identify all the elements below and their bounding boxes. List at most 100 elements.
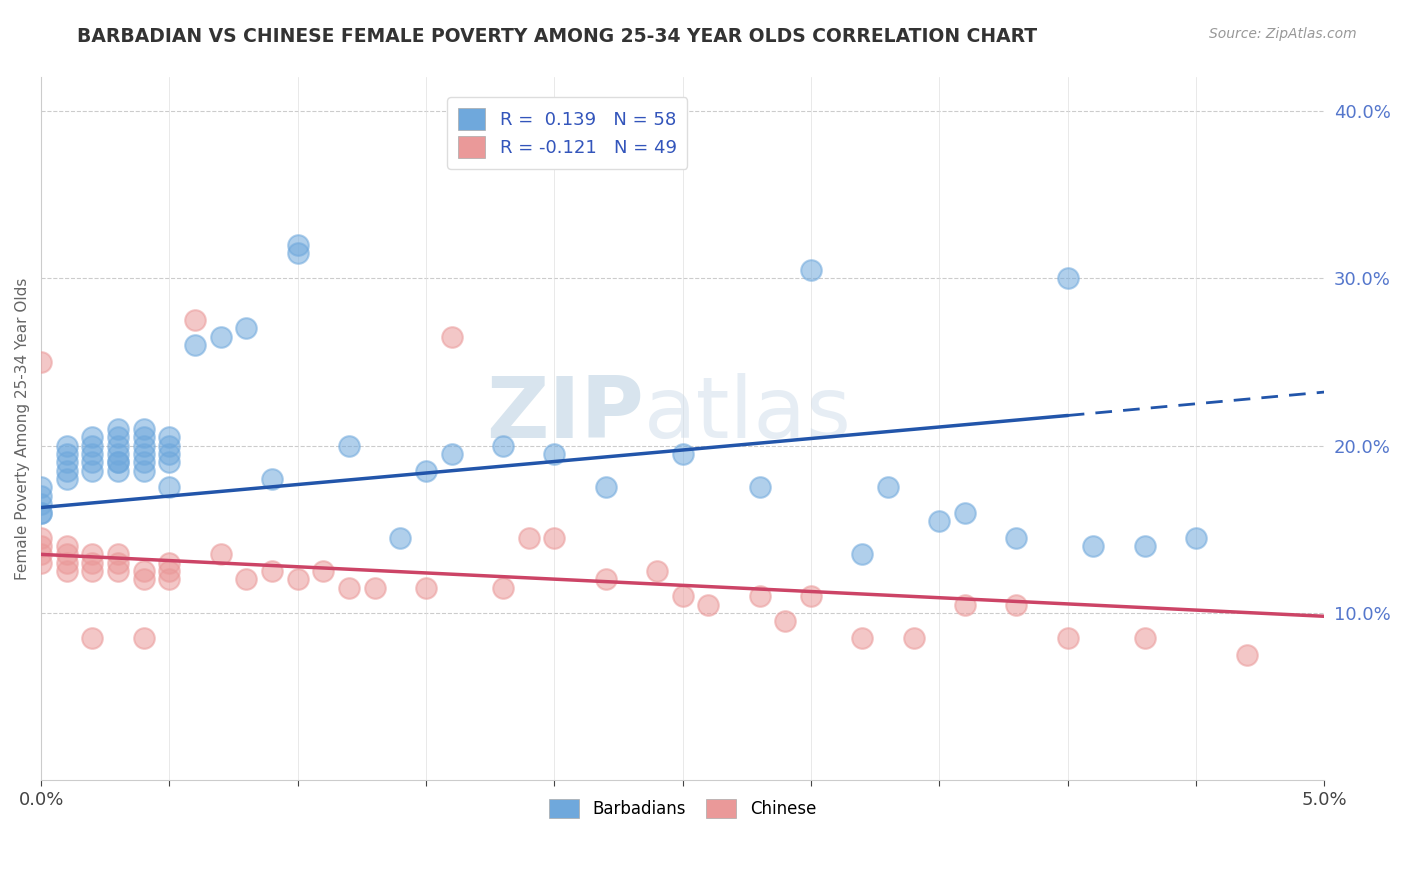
Point <box>82 631 104 645</box>
Point <box>287 246 309 260</box>
Point <box>209 548 232 562</box>
Point <box>55 455 77 469</box>
Point <box>235 321 257 335</box>
Point <box>82 564 104 578</box>
Point <box>287 237 309 252</box>
Point <box>30 556 52 570</box>
Point <box>82 439 104 453</box>
Point <box>159 439 181 453</box>
Point <box>672 447 695 461</box>
Point <box>30 497 52 511</box>
Point <box>107 556 129 570</box>
Point <box>595 573 617 587</box>
Point <box>159 430 181 444</box>
Point <box>159 564 181 578</box>
Legend: Barbadians, Chinese: Barbadians, Chinese <box>543 792 823 825</box>
Point <box>800 263 823 277</box>
Point <box>30 506 52 520</box>
Text: Source: ZipAtlas.com: Source: ZipAtlas.com <box>1209 27 1357 41</box>
Point <box>953 506 976 520</box>
Point <box>159 573 181 587</box>
Point <box>55 548 77 562</box>
Point <box>389 531 412 545</box>
Point <box>82 455 104 469</box>
Point <box>697 598 720 612</box>
Point <box>132 439 155 453</box>
Point <box>415 464 437 478</box>
Point <box>30 489 52 503</box>
Point <box>132 631 155 645</box>
Point <box>107 447 129 461</box>
Point <box>337 581 360 595</box>
Point <box>1005 598 1028 612</box>
Point <box>159 556 181 570</box>
Point <box>1056 271 1078 285</box>
Point <box>132 422 155 436</box>
Point <box>30 355 52 369</box>
Point <box>877 480 900 494</box>
Point <box>159 447 181 461</box>
Y-axis label: Female Poverty Among 25-34 Year Olds: Female Poverty Among 25-34 Year Olds <box>15 277 30 580</box>
Point <box>184 338 207 352</box>
Point <box>107 548 129 562</box>
Point <box>55 439 77 453</box>
Point <box>440 330 463 344</box>
Point <box>107 430 129 444</box>
Text: ZIP: ZIP <box>486 374 644 457</box>
Point <box>30 531 52 545</box>
Point <box>312 564 335 578</box>
Point <box>209 330 232 344</box>
Point <box>82 556 104 570</box>
Point <box>337 439 360 453</box>
Point <box>159 455 181 469</box>
Point <box>953 598 976 612</box>
Point <box>30 480 52 494</box>
Point <box>82 464 104 478</box>
Point <box>672 589 695 603</box>
Point <box>132 464 155 478</box>
Point <box>55 564 77 578</box>
Point <box>851 631 873 645</box>
Point <box>30 506 52 520</box>
Point <box>1133 539 1156 553</box>
Point <box>55 447 77 461</box>
Point <box>30 548 52 562</box>
Point <box>107 464 129 478</box>
Point <box>645 564 668 578</box>
Point <box>287 573 309 587</box>
Point <box>82 548 104 562</box>
Point <box>440 447 463 461</box>
Point <box>82 447 104 461</box>
Point <box>132 573 155 587</box>
Point <box>184 313 207 327</box>
Point <box>928 514 950 528</box>
Point <box>107 455 129 469</box>
Point <box>132 564 155 578</box>
Point <box>748 589 770 603</box>
Point <box>851 548 873 562</box>
Point <box>1133 631 1156 645</box>
Point <box>492 581 515 595</box>
Point <box>543 447 565 461</box>
Point <box>159 480 181 494</box>
Point <box>517 531 540 545</box>
Point <box>132 455 155 469</box>
Point <box>55 539 77 553</box>
Point <box>492 439 515 453</box>
Point <box>800 589 823 603</box>
Point <box>903 631 925 645</box>
Point <box>107 439 129 453</box>
Point <box>30 539 52 553</box>
Point <box>55 464 77 478</box>
Point <box>107 455 129 469</box>
Point <box>543 531 565 545</box>
Point <box>235 573 257 587</box>
Point <box>262 472 284 486</box>
Point <box>748 480 770 494</box>
Point <box>1005 531 1028 545</box>
Point <box>595 480 617 494</box>
Point <box>1185 531 1208 545</box>
Point <box>55 472 77 486</box>
Point <box>107 564 129 578</box>
Point <box>132 430 155 444</box>
